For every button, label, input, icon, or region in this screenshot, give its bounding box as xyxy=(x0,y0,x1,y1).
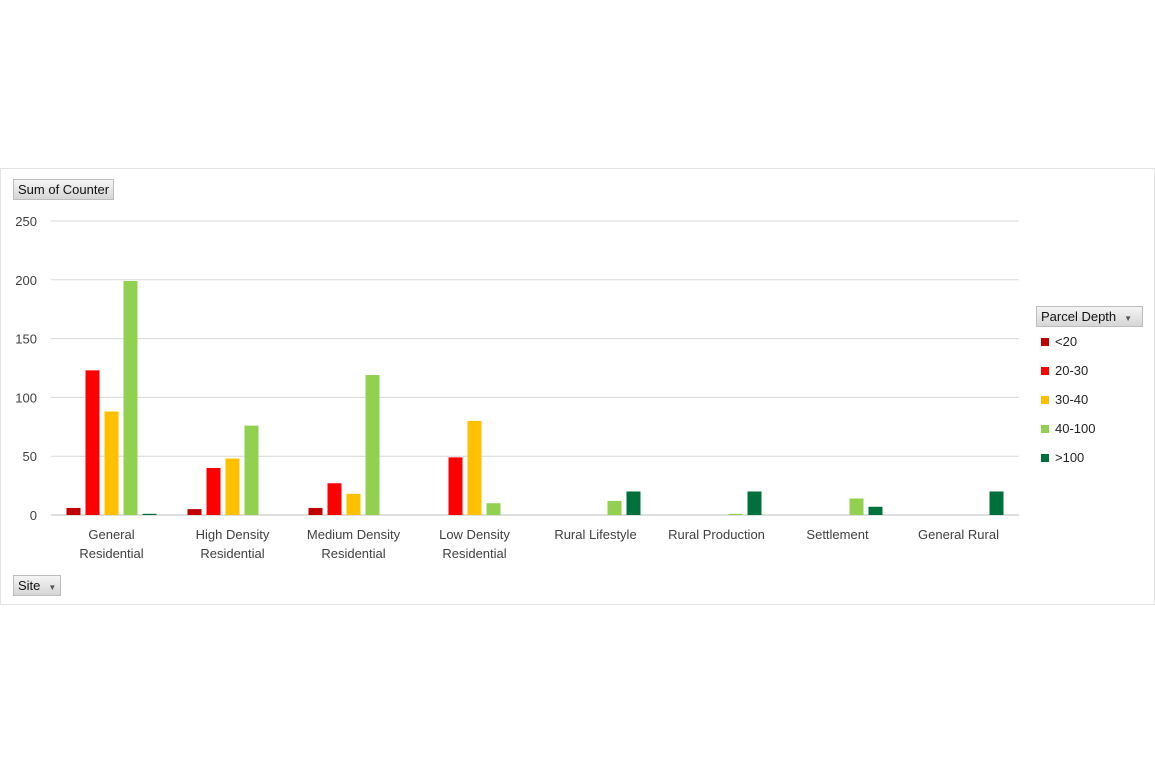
x-tick-label: Low Density xyxy=(439,527,510,542)
legend-field-label: Parcel Depth xyxy=(1041,309,1117,324)
legend-item[interactable]: 30-40 xyxy=(1041,385,1095,414)
x-tick-label: Medium Density xyxy=(307,527,401,542)
x-tick-label: Rural Lifestyle xyxy=(554,527,636,542)
legend-item[interactable]: <20 xyxy=(1041,327,1095,356)
dropdown-arrow-icon: ▼ xyxy=(1124,314,1133,323)
x-tick-label: Residential xyxy=(200,546,264,561)
bar[interactable] xyxy=(85,370,100,515)
x-tick-label: General Rural xyxy=(918,527,999,542)
value-field-label: Sum of Counter xyxy=(18,182,110,197)
bar[interactable] xyxy=(747,491,762,515)
bar[interactable] xyxy=(346,493,361,515)
y-tick-label: 0 xyxy=(30,508,37,523)
legend: <20 20-30 30-40 40-100 >100 xyxy=(1041,327,1095,472)
legend-swatch xyxy=(1041,424,1049,433)
bar[interactable] xyxy=(486,503,501,515)
x-tick-label: Rural Production xyxy=(668,527,765,542)
legend-swatch xyxy=(1041,395,1049,404)
x-tick-label: General xyxy=(88,527,134,542)
value-field-button[interactable]: Sum of Counter xyxy=(13,179,115,200)
y-tick-label: 50 xyxy=(23,449,37,464)
bar[interactable] xyxy=(206,467,221,515)
legend-label: <20 xyxy=(1055,334,1078,349)
legend-label: 20-30 xyxy=(1055,363,1089,378)
legend-swatch xyxy=(1041,337,1049,346)
x-tick-label: Residential xyxy=(321,546,385,561)
bar[interactable] xyxy=(989,491,1004,515)
axis-field-button[interactable]: Site ▼ xyxy=(13,575,62,596)
legend-item[interactable]: >100 xyxy=(1041,443,1095,472)
y-tick-label: 150 xyxy=(15,332,37,347)
bar[interactable] xyxy=(308,507,323,515)
legend-swatch xyxy=(1041,366,1049,375)
legend-field-button[interactable]: Parcel Depth ▼ xyxy=(1036,306,1143,327)
legend-swatch xyxy=(1041,453,1049,462)
y-tick-label: 200 xyxy=(15,273,37,288)
bar[interactable] xyxy=(365,375,380,515)
chart-frame: 0 50 100 150 200 250 General Residential High De… xyxy=(0,168,1155,605)
bar[interactable] xyxy=(327,483,342,515)
bar[interactable] xyxy=(123,280,138,515)
bar[interactable] xyxy=(626,491,641,515)
legend-label: 40-100 xyxy=(1055,421,1096,436)
x-tick-label: High Density xyxy=(196,527,270,542)
x-tick-label: Settlement xyxy=(806,527,869,542)
legend-item[interactable]: 20-30 xyxy=(1041,356,1095,385)
bar[interactable] xyxy=(868,506,883,515)
x-tick-label: Residential xyxy=(442,546,506,561)
legend-label: 30-40 xyxy=(1055,392,1089,407)
bar[interactable] xyxy=(849,498,864,515)
bar[interactable] xyxy=(728,513,743,515)
dropdown-arrow-icon: ▼ xyxy=(48,583,57,592)
bar[interactable] xyxy=(448,457,463,515)
bar[interactable] xyxy=(104,411,119,515)
axis-field-label: Site xyxy=(18,578,41,593)
bar-chart: 0 50 100 150 200 250 General Residential High De… xyxy=(15,214,1019,561)
bar[interactable] xyxy=(142,513,157,515)
legend-item[interactable]: 40-100 xyxy=(1041,414,1095,443)
bar[interactable] xyxy=(607,500,622,515)
bar[interactable] xyxy=(244,425,259,515)
bar[interactable] xyxy=(225,458,240,515)
bar[interactable] xyxy=(66,507,81,515)
x-tick-label: Residential xyxy=(79,546,143,561)
y-tick-label: 250 xyxy=(15,214,37,229)
bar[interactable] xyxy=(187,509,202,515)
bar[interactable] xyxy=(467,420,482,515)
y-tick-label: 100 xyxy=(15,390,37,405)
legend-label: >100 xyxy=(1055,450,1085,465)
